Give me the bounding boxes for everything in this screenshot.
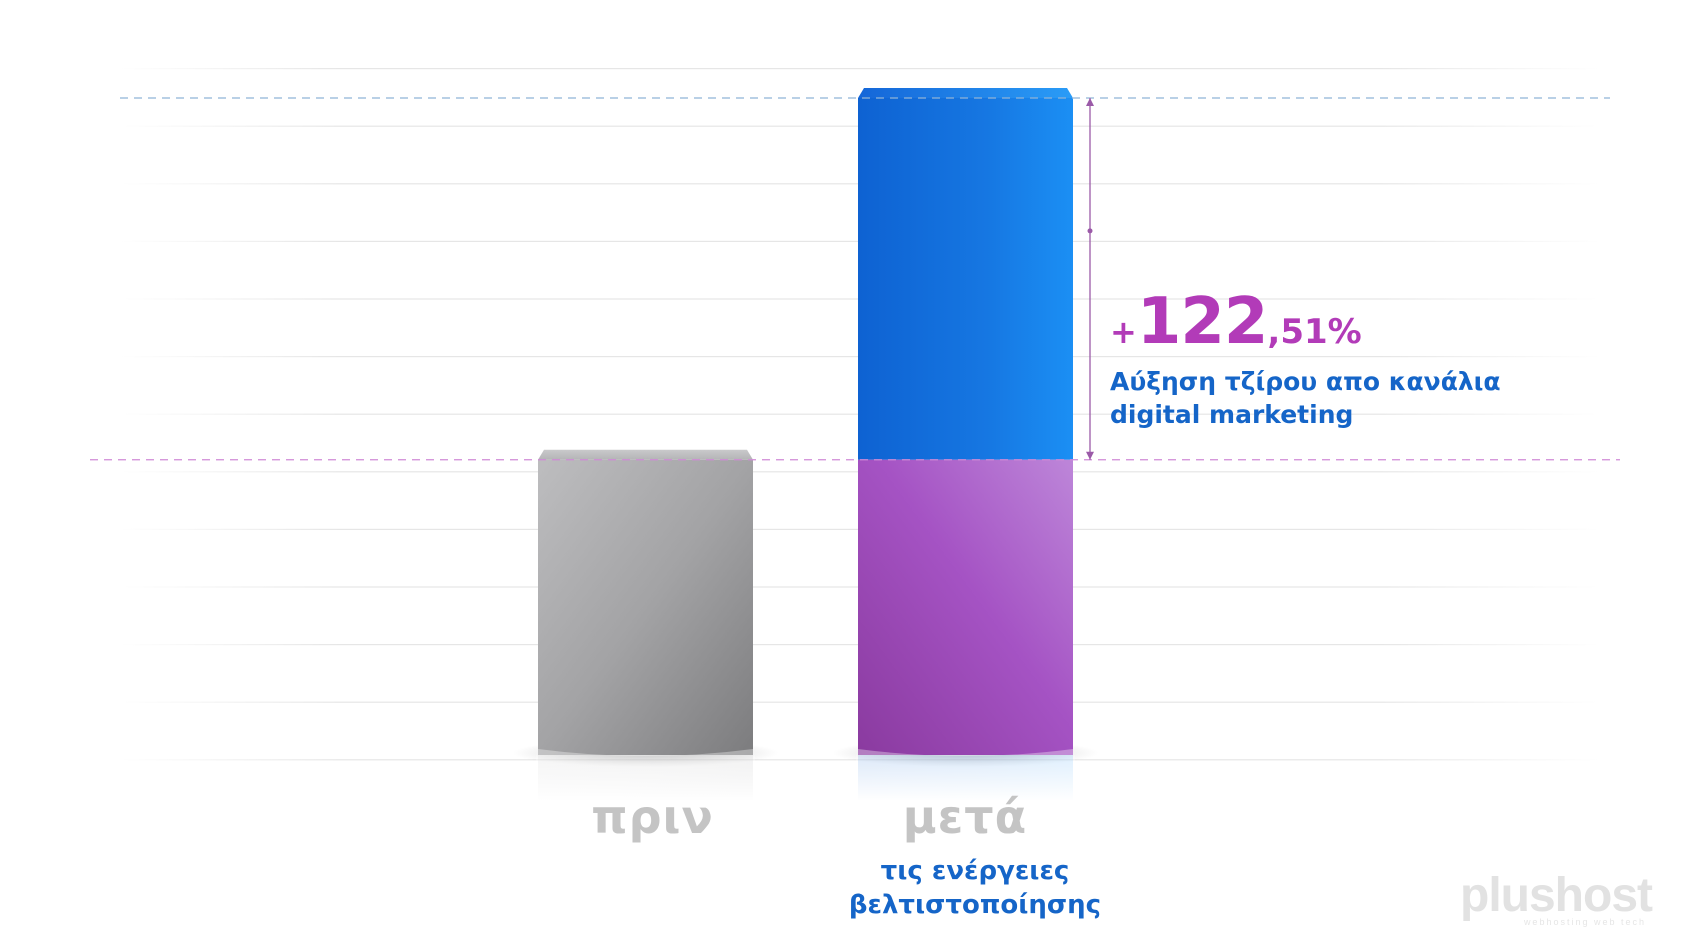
increase-description-line1: Αύξηση τζίρου απο κανάλια (1110, 367, 1501, 396)
guide-lines (90, 97, 1620, 461)
increase-span-arrow-top (1086, 98, 1094, 106)
bar-before-front (538, 459, 753, 755)
gridline (120, 68, 1600, 70)
bar-after-growth-segment (858, 98, 1073, 460)
percent-prefix: + (1110, 313, 1137, 351)
bar-before-reflection-fade (536, 755, 755, 801)
bar-before-top (538, 449, 753, 460)
increase-span-dot (1087, 228, 1093, 234)
bar-after-top (858, 88, 1073, 98)
percent-integer: 122 (1136, 285, 1269, 359)
category-label-after: μετά (902, 790, 1028, 844)
category-label-before: πριν (591, 790, 714, 844)
bars (512, 88, 1099, 801)
increase-description: Αύξηση τζίρου απο κανάλια digital market… (1110, 365, 1570, 431)
brand-logo: plushost (1460, 869, 1653, 922)
increase-annotation: +122,51% Αύξηση τζίρου απο κανάλια digit… (1110, 285, 1570, 431)
category-sublabel-after: τις ενέργειες βελτιστοποίησης (848, 856, 1102, 920)
percent-decimal: ,51% (1267, 312, 1362, 352)
bar-before-bottom-edge (538, 749, 753, 756)
increase-span-arrow-bottom (1086, 451, 1094, 460)
increase-description-line2: digital marketing (1110, 400, 1354, 429)
bar-after-base-segment (858, 459, 1073, 755)
brand-tagline: webhosting web tech (1523, 917, 1646, 927)
bar-after-reflection-fade (856, 755, 1075, 801)
increase-percent: +122,51% (1110, 285, 1570, 359)
bar-after-bottom-edge (858, 749, 1073, 756)
